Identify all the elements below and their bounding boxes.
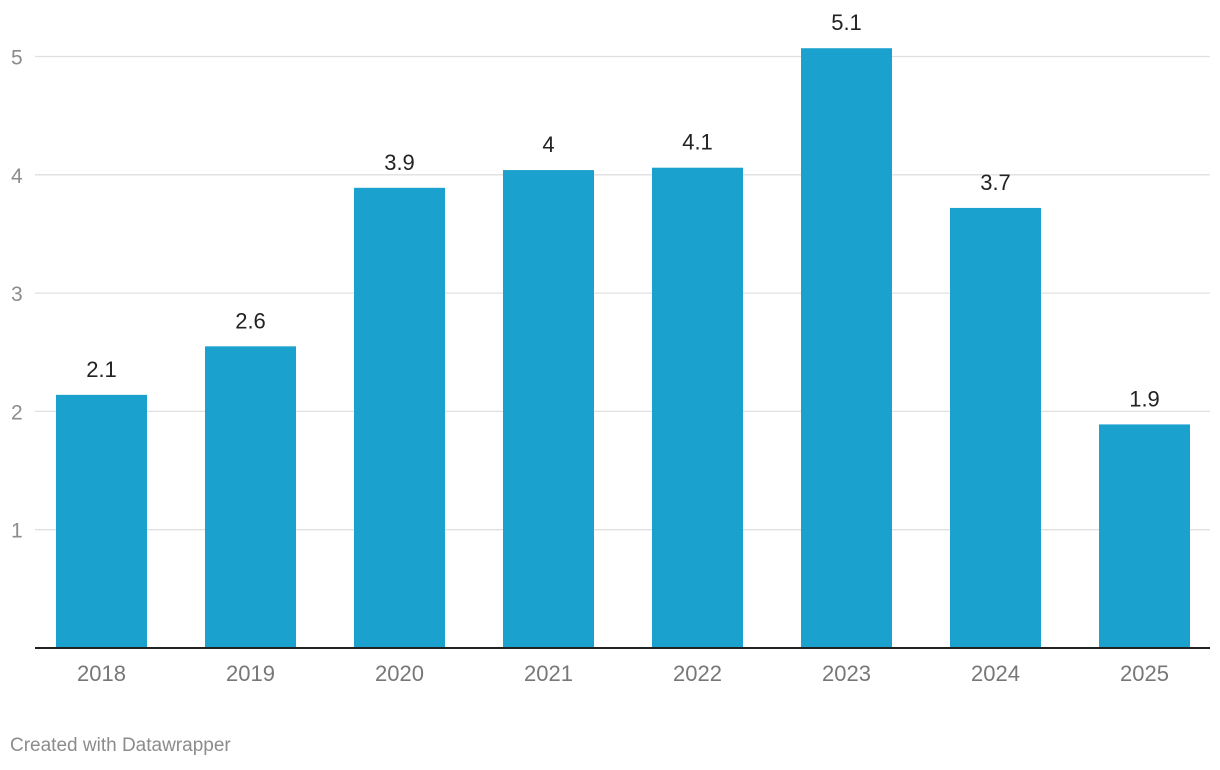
data-label-2025: 1.9 xyxy=(1129,386,1160,411)
bar-2021 xyxy=(503,170,594,648)
data-label-2024: 3.7 xyxy=(980,170,1011,195)
x-tick-label-2022: 2022 xyxy=(673,661,722,686)
data-label-2020: 3.9 xyxy=(384,150,415,175)
bar-2024 xyxy=(950,207,1041,648)
bar-chart: 2.1 2.6 3.9 4 4.1 5.1 3.7 1.9 1 2 3 4 5 2018 2019 2020… xyxy=(11,10,1210,686)
bar-2022 xyxy=(652,167,743,648)
data-label-2023: 5.1 xyxy=(831,10,862,35)
data-label-2022: 4.1 xyxy=(682,130,713,155)
bar-2025 xyxy=(1099,424,1190,648)
y-tick-label: 5 xyxy=(11,47,23,70)
y-tick-label: 3 xyxy=(11,283,23,306)
y-tick-label: 1 xyxy=(11,520,23,543)
axes: 1 2 3 4 5 2018 2019 2020 2021 2022 2023 2024 2025 xyxy=(11,47,1210,686)
x-tick-label-2021: 2021 xyxy=(524,661,573,686)
x-tick-label-2023: 2023 xyxy=(822,661,871,686)
x-tick-label-2019: 2019 xyxy=(226,661,275,686)
bar-2020 xyxy=(354,187,445,649)
x-tick-label-2020: 2020 xyxy=(375,661,424,686)
data-label-2018: 2.1 xyxy=(86,357,117,382)
data-labels: 2.1 2.6 3.9 4 4.1 5.1 3.7 1.9 xyxy=(86,10,1160,411)
x-tick-label-2024: 2024 xyxy=(971,661,1020,686)
x-tick-label-2025: 2025 xyxy=(1120,661,1169,686)
bars xyxy=(56,48,1190,649)
bar-2019 xyxy=(205,346,296,648)
bar-2018 xyxy=(56,394,147,648)
data-label-2021: 4 xyxy=(542,132,554,157)
credit-text: Created with Datawrapper xyxy=(10,735,231,756)
x-tick-label-2018: 2018 xyxy=(77,661,126,686)
y-tick-label: 2 xyxy=(11,401,23,424)
data-label-2019: 2.6 xyxy=(235,308,266,333)
y-tick-label: 4 xyxy=(11,165,23,188)
bar-2023 xyxy=(801,48,892,649)
